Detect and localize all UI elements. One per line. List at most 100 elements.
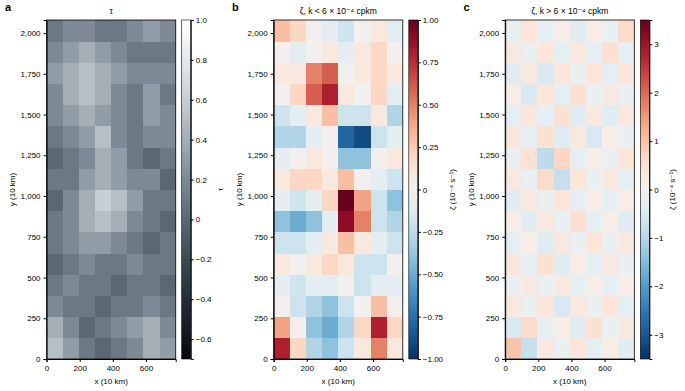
cell — [354, 338, 371, 359]
cell — [586, 253, 603, 275]
tick-mark — [113, 359, 114, 362]
tick-label: 400 — [565, 364, 579, 373]
tick-label: −0.6 — [196, 335, 212, 344]
cell — [47, 274, 64, 296]
tick-label: −2 — [654, 282, 664, 291]
cell — [306, 62, 323, 84]
cell — [602, 62, 619, 84]
cell — [371, 41, 388, 63]
cell — [95, 190, 112, 212]
cell — [143, 253, 160, 275]
cell — [537, 190, 554, 212]
cell — [505, 274, 522, 296]
cell — [618, 274, 634, 296]
tick-label: 1,500 — [21, 111, 42, 120]
cell — [537, 84, 554, 106]
cell — [143, 105, 160, 127]
tick-label: 1.0 — [196, 16, 208, 25]
tick-label: 1,750 — [248, 70, 269, 79]
cell — [371, 84, 388, 106]
cell — [537, 20, 554, 42]
cell — [505, 84, 522, 106]
cell — [306, 190, 323, 212]
cell — [127, 20, 144, 42]
cell — [554, 168, 571, 190]
axis-line — [271, 21, 275, 360]
tick: 200 — [301, 359, 315, 373]
colorbar-axis: −1.00−0.75−0.50−0.2500.250.500.751.00 — [418, 16, 444, 364]
cell — [618, 232, 634, 254]
axis-line — [274, 360, 403, 363]
cell — [387, 295, 403, 317]
cell — [47, 84, 64, 106]
tick-label: 400 — [107, 364, 121, 373]
tick: 750 — [486, 233, 505, 242]
cell — [47, 253, 64, 275]
tick-mark — [44, 33, 47, 34]
cell — [160, 253, 176, 275]
cell — [537, 232, 554, 254]
plot-frame — [505, 20, 634, 359]
cell — [537, 41, 554, 63]
cell — [602, 232, 619, 254]
cell — [111, 232, 128, 254]
cell — [111, 147, 128, 169]
y-axis: 02505007501,0001,2501,5001,7502,000 — [21, 21, 48, 365]
tick-label: −0.75 — [423, 313, 444, 322]
cell — [63, 253, 80, 275]
tick-mark — [191, 100, 194, 101]
cell — [338, 232, 355, 254]
cell — [63, 232, 80, 254]
cell — [387, 147, 403, 169]
tick-label: 1,500 — [479, 111, 500, 120]
cell — [290, 20, 307, 42]
tick: 0 — [263, 355, 273, 364]
cell — [354, 41, 371, 63]
tick-label: 1,000 — [21, 192, 42, 201]
tick-label: 600 — [140, 364, 154, 373]
tick-label: −1.00 — [423, 355, 444, 364]
tick-label: 0.2 — [196, 176, 208, 185]
cell — [570, 41, 587, 63]
cell — [521, 190, 538, 212]
cell — [354, 105, 371, 127]
cell — [127, 211, 144, 233]
tick: 500 — [27, 274, 46, 283]
cell — [290, 338, 307, 359]
tick-label: 0 — [272, 364, 277, 373]
tick: 400 — [107, 359, 121, 373]
tick: 0 — [649, 186, 659, 195]
cell — [143, 41, 160, 63]
cell — [505, 190, 522, 212]
cell — [586, 84, 603, 106]
cell — [160, 62, 176, 84]
cell — [95, 253, 112, 275]
tick: −0.75 — [418, 313, 444, 322]
cell — [127, 105, 144, 127]
cell — [554, 317, 571, 339]
cell — [79, 126, 96, 148]
tick: 400 — [334, 359, 348, 373]
cell — [111, 20, 128, 42]
cell — [111, 190, 128, 212]
tick: 1,750 — [21, 70, 47, 79]
tick: 750 — [254, 233, 273, 242]
cell — [338, 274, 355, 296]
cell — [143, 317, 160, 339]
cell — [586, 274, 603, 296]
tick-label: 250 — [254, 314, 268, 323]
cell — [554, 105, 571, 127]
cell — [586, 190, 603, 212]
cell — [554, 84, 571, 106]
tick: 2 — [649, 89, 659, 98]
cell — [387, 338, 403, 359]
panel-letter: a — [5, 1, 12, 13]
tick: 200 — [532, 359, 546, 373]
tick-label: 250 — [486, 314, 500, 323]
tick-mark — [418, 20, 421, 21]
cell — [338, 105, 355, 127]
cell — [586, 295, 603, 317]
cell — [387, 253, 403, 275]
cell — [371, 126, 388, 148]
cell — [338, 62, 355, 84]
